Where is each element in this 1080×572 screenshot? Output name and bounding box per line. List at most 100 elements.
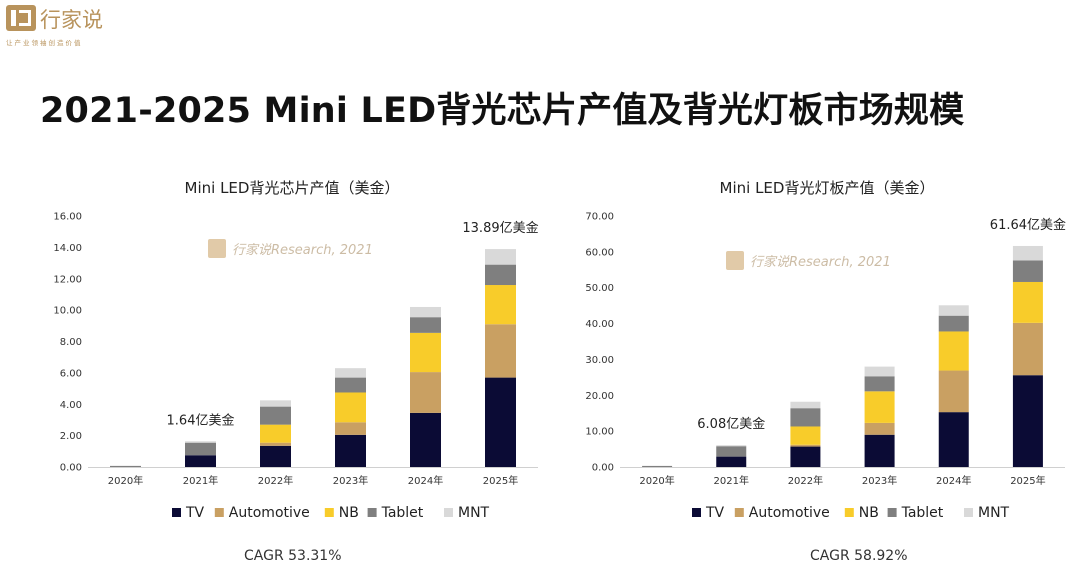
brand-name: 行家说: [40, 8, 103, 32]
chip-chart-bar-mnt-2022年: [260, 400, 291, 407]
chip-chart-bar-tablet-2020年: [110, 465, 141, 467]
board-chart-bar-tablet-2024年: [938, 315, 969, 332]
board-chart-data-label: 61.64亿美金: [990, 217, 1066, 233]
chip-chart-ytick-label: 0.00: [60, 463, 82, 474]
board-chart-legend-label-nb: NB: [859, 505, 879, 521]
chip-chart-bar-mnt-2024年: [410, 306, 441, 318]
chip-chart-ytick-label: 10.00: [53, 306, 82, 317]
board-chart-bar-automotive-2024年: [938, 370, 969, 413]
board-chart-bar-nb-2023年: [864, 391, 895, 423]
board-chart-xtick-label: 2020年: [639, 474, 674, 487]
brand-logo: 行家说 让产业领袖创造价值: [4, 3, 144, 47]
board-chart-bar-automotive-2025年: [1012, 322, 1043, 376]
chip-value-cagr: CAGR 53.31%: [244, 548, 342, 564]
chip-chart-ytick-label: 2.00: [60, 431, 82, 442]
board-chart-bar-nb-2022年: [790, 426, 821, 445]
chip-chart-legend-label-tv: TV: [185, 505, 205, 521]
chip-chart-bar-tv-2022年: [260, 445, 291, 467]
chip-chart-legend-label-automotive: Automotive: [229, 505, 310, 521]
chip-chart-xtick-label: 2020年: [108, 474, 143, 487]
board-chart-legend-swatch-automotive: [734, 508, 744, 517]
chip-chart-bar-automotive-2023年: [335, 422, 366, 435]
board-chart-bar-automotive-2023年: [864, 422, 895, 435]
chip-chart-data-label: 13.89亿美金: [462, 220, 538, 236]
board-chart-legend-swatch-mnt: [964, 508, 973, 517]
chip-chart-ytick-label: 8.00: [60, 337, 82, 348]
board-chart-ytick-label: 20.00: [585, 391, 614, 402]
chip-chart-bar-tablet-2025年: [485, 264, 516, 286]
chip-chart-legend-label-mnt: MNT: [458, 505, 490, 521]
board-chart-ytick-label: 30.00: [585, 355, 614, 366]
chip-chart-bar-mnt-2025年: [485, 249, 516, 265]
chip-chart-ytick-label: 16.00: [53, 212, 82, 223]
chip-chart-watermark-icon: [208, 239, 226, 258]
board-chart-legend-label-automotive: Automotive: [749, 505, 830, 521]
chip-value-chart: Mini LED背光芯片产值（美金） 0.00 2.00 4.00 6.00 8.00 10…: [40, 168, 550, 528]
board-chart-watermark-text: 行家说Research, 2021: [750, 254, 891, 270]
board-chart-xtick-label: 2023年: [862, 474, 897, 487]
chip-chart-bar-mnt-2023年: [335, 368, 366, 378]
board-chart-watermark-icon: [726, 251, 744, 270]
board-value-chart: Mini LED背光灯板产值（美金） 0.00 10.00 20.00 30.00 40.…: [565, 168, 1075, 528]
chip-chart-legend-swatch-mnt: [444, 508, 453, 517]
board-chart-bar-tv-2025年: [1012, 375, 1043, 467]
chip-chart-watermark-text: 行家说Research, 2021: [232, 242, 373, 258]
board-chart-bar-mnt-2024年: [938, 305, 969, 316]
chip-chart-bar-tv-2024年: [410, 412, 441, 467]
board-chart-bar-tablet-2021年: [716, 446, 747, 457]
board-chart-xtick-label: 2024年: [936, 474, 971, 487]
board-chart-bar-tablet-2022年: [790, 408, 821, 427]
chip-chart-legend-swatch-tv: [172, 508, 181, 517]
chip-chart-xtick-label: 2023年: [333, 474, 368, 487]
brand-slogan: 让产业领袖创造价值: [6, 39, 83, 47]
board-chart-legend-label-tv: TV: [705, 505, 725, 521]
chip-chart-bar-tablet-2021年: [185, 442, 216, 456]
chip-chart-legend-swatch-automotive: [214, 508, 224, 517]
board-chart-bar-automotive-2022年: [790, 444, 821, 447]
chip-chart-xtick-label: 2022年: [258, 474, 293, 487]
board-chart-legend-swatch-nb: [844, 508, 854, 517]
board-chart-watermark: 行家说Research, 2021: [726, 251, 891, 270]
board-chart-bar-tablet-2025年: [1012, 260, 1043, 282]
chip-chart-bar-nb-2024年: [410, 332, 441, 373]
chip-chart-ytick-label: 12.00: [53, 274, 82, 285]
chip-chart-legend-swatch-tablet: [367, 508, 377, 517]
chip-chart-title: Mini LED背光芯片产值（美金）: [185, 179, 400, 197]
board-chart-title: Mini LED背光灯板产值（美金）: [720, 179, 935, 197]
chip-chart-watermark: 行家说Research, 2021: [208, 239, 373, 258]
board-chart-bar-tablet-2020年: [642, 465, 673, 467]
board-chart-bar-nb-2025年: [1012, 281, 1043, 323]
brand-logo-icon: [6, 5, 36, 31]
board-chart-bar-nb-2024年: [938, 331, 969, 371]
chip-chart-legend-label-nb: NB: [339, 505, 359, 521]
board-value-cagr: CAGR 58.92%: [810, 548, 908, 564]
chip-chart-ytick-label: 14.00: [53, 243, 82, 254]
chip-chart-xtick-label: 2021年: [183, 474, 218, 487]
board-chart-legend-label-tablet: Tablet: [901, 505, 944, 521]
chip-chart-bar-tablet-2024年: [410, 317, 441, 333]
board-chart-bar-mnt-2021年: [716, 445, 747, 447]
board-chart-bar-tablet-2023年: [864, 376, 895, 392]
chip-chart-bar-automotive-2022年: [260, 442, 291, 446]
board-chart-ytick-label: 40.00: [585, 319, 614, 330]
chip-chart-bar-tv-2025年: [485, 377, 516, 467]
board-chart-ytick-label: 70.00: [585, 212, 614, 223]
chip-value-chart-svg: Mini LED背光芯片产值（美金） 0.00 2.00 4.00 6.00 8.00 10…: [53, 179, 538, 521]
board-chart-xtick-label: 2021年: [714, 474, 749, 487]
board-chart-legend-label-mnt: MNT: [978, 505, 1010, 521]
board-value-chart-svg: Mini LED背光灯板产值（美金） 0.00 10.00 20.00 30.00 40.…: [585, 179, 1066, 521]
chip-chart-bar-mnt-2021年: [185, 441, 216, 443]
board-chart-bar-mnt-2022年: [790, 401, 821, 409]
board-chart-data-label: 6.08亿美金: [697, 416, 765, 432]
chip-chart-legend-swatch-nb: [324, 508, 334, 517]
board-chart-ytick-label: 50.00: [585, 283, 614, 294]
chip-chart-bar-automotive-2024年: [410, 372, 441, 413]
board-chart-xtick-label: 2025年: [1010, 474, 1045, 487]
board-chart-bar-tv-2023年: [864, 434, 895, 467]
board-chart-ytick-label: 60.00: [585, 247, 614, 258]
chip-chart-bar-tablet-2022年: [260, 406, 291, 425]
chip-chart-bar-nb-2023年: [335, 392, 366, 423]
chip-chart-legend-label-tablet: Tablet: [381, 505, 424, 521]
chip-chart-ytick-label: 6.00: [60, 368, 82, 379]
board-chart-legend-swatch-tv: [692, 508, 701, 517]
